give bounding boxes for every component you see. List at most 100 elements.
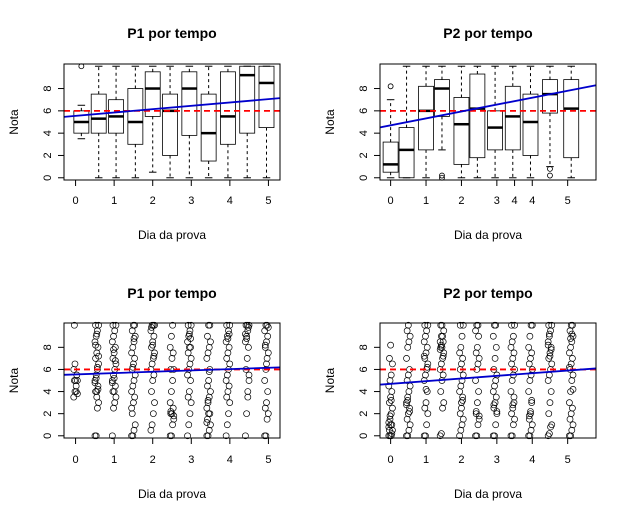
chart-4-data-point	[423, 343, 431, 351]
chart-1-ylabel: Nota	[7, 109, 21, 135]
chart-4-data-point	[475, 415, 483, 423]
chart-1-ytick-label: 8	[42, 85, 54, 91]
chart-3-data-point	[128, 388, 135, 395]
chart-4-data-point	[387, 371, 395, 379]
chart-3-data-point	[111, 357, 119, 364]
chart-3-data-point	[203, 355, 211, 362]
chart-4-data-point	[438, 360, 445, 368]
chart-4-data-point	[511, 321, 518, 329]
chart-4-data-point	[528, 321, 536, 329]
chart-4-data-point	[528, 397, 536, 404]
chart-3-data-point	[112, 360, 120, 368]
chart-4-data-point	[474, 421, 482, 429]
chart-3-data-point	[244, 388, 252, 395]
chart-4-title: P2 por tempo	[443, 285, 532, 301]
chart-2-box	[522, 93, 539, 156]
chart-4-ytick-label: 2	[358, 411, 370, 417]
chart-4-data-point	[404, 343, 412, 351]
chart-3-data-point	[148, 324, 155, 331]
chart-4-data-point	[389, 404, 396, 412]
chart-3-data-point	[226, 399, 234, 406]
chart-3-data-point	[167, 408, 175, 415]
chart-3-data-point	[261, 341, 269, 349]
chart-3-data-point	[264, 349, 272, 357]
chart-3-data-point	[204, 332, 211, 340]
chart-3-data-point	[131, 393, 138, 401]
chart-3-data-point	[184, 393, 192, 401]
chart-3-data-point	[72, 382, 80, 390]
chart-3-data-point	[263, 338, 270, 346]
chart-3-data-point	[130, 426, 138, 434]
chart-4-data-point	[459, 393, 466, 401]
chart-3-data-point	[207, 421, 214, 429]
chart-4-data-point	[475, 332, 482, 340]
chart-3-data-point	[71, 360, 79, 368]
chart-3-ytick-label: 0	[42, 433, 54, 439]
chart-3-data-point	[223, 421, 231, 429]
chart-3-data-point	[91, 379, 99, 387]
chart-1-regression-line	[63, 97, 281, 118]
chart-3-data-point	[204, 382, 211, 390]
chart-1-xtick-label: 0	[73, 195, 79, 207]
chart-4-data-point	[527, 355, 534, 362]
chart-3-data-point	[108, 338, 116, 346]
chart-3-data-point	[186, 388, 193, 395]
chart-4-data-point	[569, 421, 577, 429]
chart-3-regression-line	[63, 366, 281, 376]
chart-1-box	[220, 71, 236, 145]
chart-3-data-point	[112, 393, 120, 401]
chart-3-data-point	[111, 399, 119, 406]
chart-4-data-point	[569, 321, 576, 329]
chart-3-data-point	[225, 410, 232, 418]
chart-3-data-point	[224, 349, 232, 357]
chart-3-data-point	[95, 399, 102, 406]
chart-4-data-point	[474, 321, 482, 329]
chart-4-data-point	[438, 341, 445, 349]
chart-3-data-point	[128, 327, 136, 335]
chart-4-data-point	[527, 408, 534, 415]
chart-4-data-point	[474, 343, 481, 351]
chart-3-data-point	[130, 335, 138, 342]
chart-4-data-point	[404, 321, 412, 329]
chart-4-data-point	[492, 377, 500, 384]
chart-1-ytick-label: 4	[42, 130, 54, 136]
chart-4-data-point	[472, 327, 479, 335]
chart-4-data-point	[548, 421, 556, 429]
chart-3-xtick-label: 3	[188, 454, 194, 466]
chart-3-data-point	[186, 330, 193, 338]
chart-3-xtick-label: 5	[265, 454, 271, 466]
chart-1-box	[127, 88, 144, 145]
chart-4-data-point	[568, 377, 576, 384]
chart-3-data-point	[225, 343, 233, 351]
chart-4-data-point	[491, 432, 498, 440]
chart-3-data-point	[70, 393, 78, 401]
chart-4-data-point	[403, 355, 410, 362]
chart-4-plot-frame	[379, 322, 597, 439]
chart-3-data-point	[149, 377, 157, 384]
chart-4-data-point	[474, 399, 481, 406]
chart-3-data-point	[148, 388, 155, 395]
chart-3-data-point	[223, 393, 231, 401]
chart-4-data-point	[439, 371, 447, 379]
chart-4-data-point	[567, 388, 574, 395]
chart-4-data-point	[545, 321, 553, 329]
chart-3-data-point	[110, 332, 117, 340]
chart-4-data-point	[525, 388, 533, 395]
chart-4-data-point	[569, 385, 577, 393]
chart-2-box	[469, 73, 486, 159]
chart-3-xtick-label: 2	[150, 454, 156, 466]
chart-3-data-point	[93, 330, 101, 338]
chart-2-plot-frame	[379, 63, 597, 181]
chart-2-ytick-label: 0	[358, 175, 370, 181]
chart-4-data-point	[545, 410, 553, 418]
chart-4-data-point	[403, 401, 410, 409]
chart-3-data-point	[263, 399, 270, 406]
chart-3-data-point	[150, 352, 158, 360]
chart-3-data-point	[224, 335, 232, 342]
chart-4-data-point	[507, 388, 515, 395]
chart-3-data-point	[245, 343, 252, 351]
chart-4-data-point	[511, 415, 518, 423]
chart-3-data-point	[263, 415, 271, 423]
chart-4-data-point	[385, 423, 393, 431]
chart-4-data-point	[422, 399, 430, 406]
